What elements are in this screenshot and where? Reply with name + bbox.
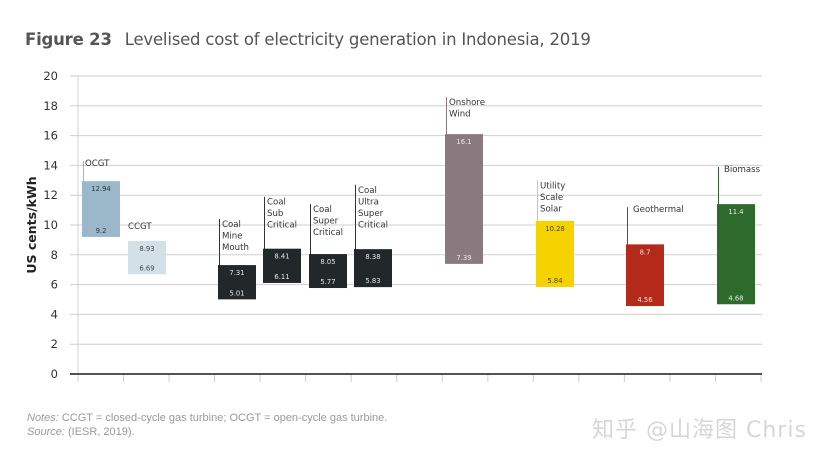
low-value-label: 5.83 — [365, 277, 380, 285]
category-label: Wind — [449, 109, 471, 119]
high-value-label: 7.31 — [229, 269, 244, 277]
bar — [128, 240, 166, 275]
category-label: Mine — [222, 232, 243, 242]
category-label: Coal — [313, 205, 332, 215]
grid-lines — [70, 75, 762, 345]
low-value-label: 4.56 — [637, 296, 652, 304]
source-line: Source: (IESR, 2019). — [27, 425, 387, 439]
bar — [717, 204, 755, 305]
high-value-label: 12.94 — [91, 185, 110, 193]
y-tick-label: 12 — [43, 188, 58, 202]
high-value-label: 11.4 — [728, 208, 743, 216]
notes-block: Notes: CCGT = closed-cycle gas turbine; … — [27, 411, 387, 439]
category-label: Coal — [267, 198, 286, 208]
high-value-label: 8.38 — [365, 253, 380, 261]
category-label: Biomass — [724, 165, 761, 175]
low-value-label: 7.39 — [456, 254, 471, 262]
category-label: Coal — [222, 220, 241, 230]
bar-group: Geothermal 8.7 4.56 — [626, 205, 684, 307]
y-tick-label: 8 — [51, 248, 58, 262]
high-value-label: 8.41 — [274, 253, 289, 261]
bar — [263, 248, 301, 283]
category-label: Geothermal — [633, 205, 684, 215]
low-value-label: 4.68 — [728, 294, 743, 302]
category-label: Super — [358, 209, 384, 219]
low-value-label: 6.11 — [274, 273, 289, 281]
category-label: Solar — [540, 204, 562, 214]
category-label: CCGT — [128, 222, 152, 232]
high-value-label: 8.93 — [139, 245, 154, 253]
bar-group: CCGT 8.93 6.69 — [128, 222, 166, 275]
high-value-label: 8.7 — [640, 248, 651, 256]
category-label: Onshore — [449, 98, 485, 108]
low-value-label: 5.77 — [320, 278, 335, 286]
notes-text: CCGT = closed-cycle gas turbine; OCGT = … — [58, 412, 388, 424]
notes-label: Notes: — [27, 412, 59, 424]
source-text: (IESR, 2019). — [64, 426, 135, 438]
bar — [82, 181, 120, 237]
y-tick-label: 20 — [43, 69, 58, 83]
category-label: Utility — [540, 181, 565, 191]
y-tick-label: 10 — [43, 218, 58, 232]
bar — [309, 254, 347, 289]
chart-title: Figure 23 Levelised cost of electricity … — [25, 30, 591, 49]
y-tick-label: 4 — [51, 307, 58, 321]
y-tick-label: 16 — [43, 129, 58, 143]
y-tick-label: 2 — [51, 337, 58, 351]
y-tick-label: 14 — [43, 158, 58, 172]
x-axis-ticks — [77, 374, 762, 382]
bar — [218, 265, 256, 300]
chart: 0 2 4 6 8 10 12 14 16 18 20 OCGT 12.94 9.2 CCGT 8.93 6.… — [24, 69, 762, 382]
bar-group: OCGT 12.94 9.2 — [82, 159, 120, 237]
low-value-label: 6.69 — [139, 264, 154, 272]
category-label: Mouth — [222, 243, 249, 253]
bar — [354, 249, 392, 288]
bar — [536, 220, 574, 287]
category-label: Ultra — [358, 197, 379, 207]
low-value-label: 5.84 — [547, 277, 562, 285]
high-value-label: 16.1 — [456, 138, 471, 146]
figure-caption: Levelised cost of electricity generation… — [124, 30, 591, 49]
y-tick-label: 0 — [51, 367, 58, 381]
notes-line: Notes: CCGT = closed-cycle gas turbine; … — [27, 411, 387, 425]
category-label: Super — [313, 217, 339, 227]
watermark: 知乎 @山海图 Chris — [592, 418, 807, 443]
category-label: OCGT — [85, 159, 110, 169]
low-value-label: 5.01 — [229, 289, 244, 297]
bar-group: Biomass 11.4 4.68 — [717, 165, 761, 305]
high-value-label: 10.28 — [545, 225, 564, 233]
y-tick-label: 6 — [51, 278, 58, 292]
category-label: Coal — [358, 186, 377, 196]
category-label: Sub — [267, 209, 283, 219]
bar — [626, 244, 664, 307]
y-tick-label: 18 — [43, 99, 58, 113]
source-label: Source: — [27, 426, 65, 438]
category-label: Critical — [267, 221, 297, 231]
high-value-label: 8.05 — [320, 258, 335, 266]
low-value-label: 9.2 — [96, 227, 107, 235]
y-axis-label: US cents/kWh — [24, 176, 39, 273]
figure-number: Figure 23 — [25, 30, 112, 49]
category-label: Critical — [358, 220, 388, 230]
bar — [445, 134, 483, 264]
category-label: Critical — [313, 228, 343, 238]
category-label: Scale — [540, 193, 563, 203]
y-axis-ticks: 0 2 4 6 8 10 12 14 16 18 20 — [43, 69, 58, 381]
